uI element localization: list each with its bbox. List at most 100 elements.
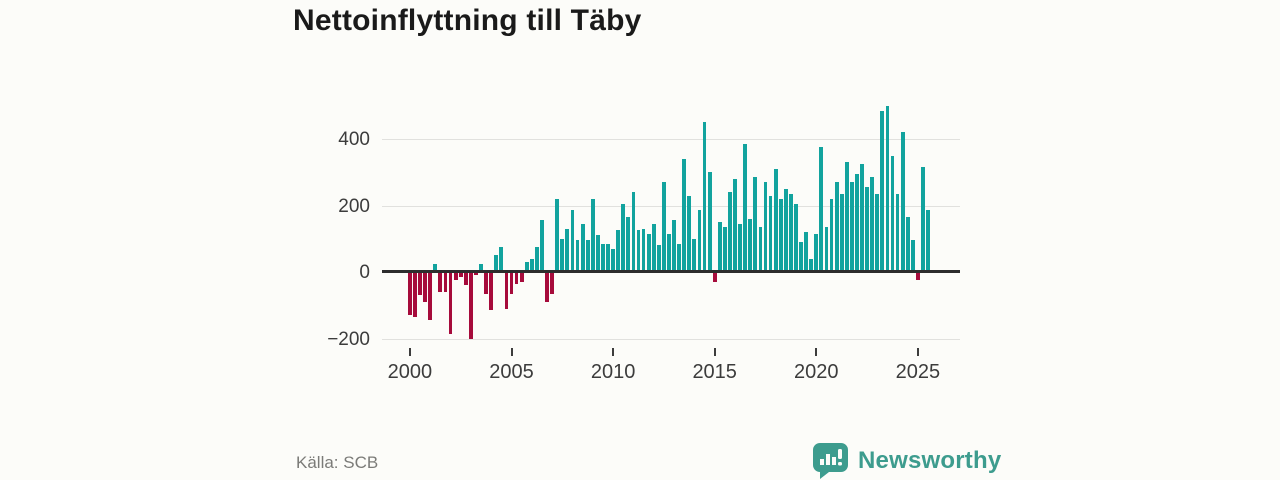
bar <box>778 198 783 272</box>
bar <box>768 195 773 272</box>
x-axis-label: 2020 <box>794 361 839 383</box>
bar <box>413 272 417 317</box>
bar <box>474 272 478 276</box>
bar <box>687 195 692 272</box>
bar <box>880 110 885 272</box>
bar <box>580 223 585 272</box>
bar <box>535 247 539 272</box>
bar <box>585 240 590 272</box>
x-axis-tick <box>815 348 818 356</box>
x-axis-label: 2000 <box>387 361 433 383</box>
x-axis-tick <box>510 348 513 356</box>
bar <box>717 222 722 272</box>
bar <box>819 147 824 272</box>
bar <box>433 263 438 272</box>
bar <box>550 272 555 294</box>
bar <box>890 155 895 272</box>
bar <box>860 163 864 272</box>
bar <box>814 233 819 272</box>
zero-axis-line <box>382 270 960 273</box>
bar <box>849 182 854 272</box>
x-axis-label: 2025 <box>895 361 941 383</box>
bar <box>829 198 834 272</box>
bar <box>748 218 753 272</box>
bar <box>697 210 702 272</box>
bar <box>926 210 930 272</box>
bar <box>565 228 570 272</box>
bar <box>692 238 697 272</box>
bar <box>408 272 412 316</box>
bar <box>789 193 793 272</box>
bar <box>458 272 463 277</box>
bar <box>921 167 925 272</box>
bar <box>773 168 778 272</box>
x-axis-label: 2010 <box>590 361 636 383</box>
bar <box>865 187 869 272</box>
bar <box>910 240 915 272</box>
bar <box>519 272 524 282</box>
bar <box>540 220 544 272</box>
x-axis-tick <box>408 348 411 356</box>
bar <box>484 272 488 294</box>
source-note: Källa: SCB <box>296 453 379 472</box>
newsworthy-logo[interactable]: Newsworthy <box>812 442 1001 479</box>
bar <box>794 203 798 272</box>
bar <box>682 158 687 272</box>
bar <box>479 263 483 272</box>
bar <box>728 192 732 272</box>
bar <box>529 258 534 272</box>
bar <box>590 198 595 272</box>
bar <box>743 143 748 272</box>
gridline <box>382 339 960 340</box>
bar <box>855 173 859 272</box>
bar <box>905 217 910 272</box>
bar <box>468 272 473 339</box>
y-axis-label: 400 <box>338 129 370 150</box>
bar <box>758 227 763 272</box>
bar <box>646 233 651 272</box>
bar <box>799 242 803 272</box>
newsworthy-speech-bubble-icon <box>813 443 848 479</box>
bar <box>804 232 809 272</box>
bar <box>504 272 509 309</box>
bar <box>606 243 610 272</box>
chart-title: Nettoinflyttning till Täby <box>293 4 642 37</box>
bar <box>453 272 458 281</box>
bar <box>916 272 920 281</box>
bar <box>677 243 682 272</box>
bar <box>423 272 428 302</box>
bar <box>514 272 519 284</box>
x-axis-tick <box>916 348 919 356</box>
bar <box>428 272 433 321</box>
y-axis-label: −200 <box>327 329 370 350</box>
bar <box>844 162 849 272</box>
bar <box>722 227 727 272</box>
bar <box>524 262 529 272</box>
bar <box>545 272 549 302</box>
bar <box>712 272 717 282</box>
gridline <box>382 139 960 140</box>
bar <box>875 193 880 272</box>
bar <box>839 193 844 272</box>
bar <box>601 243 605 272</box>
bar <box>560 238 565 272</box>
bar <box>733 178 737 272</box>
newsworthy-logo-text: Newsworthy <box>858 446 1002 474</box>
bar <box>870 177 875 272</box>
bar <box>443 272 448 292</box>
bar <box>656 245 661 272</box>
gridline <box>382 206 960 207</box>
bar <box>499 247 504 272</box>
bar <box>636 230 641 272</box>
bar <box>611 248 615 272</box>
bar <box>555 198 560 272</box>
bar <box>570 210 575 272</box>
bar <box>662 182 666 272</box>
bar <box>631 192 636 272</box>
bar <box>621 203 626 272</box>
bar <box>438 272 443 292</box>
bar <box>463 272 468 286</box>
bar <box>641 228 646 272</box>
bar <box>702 122 707 272</box>
